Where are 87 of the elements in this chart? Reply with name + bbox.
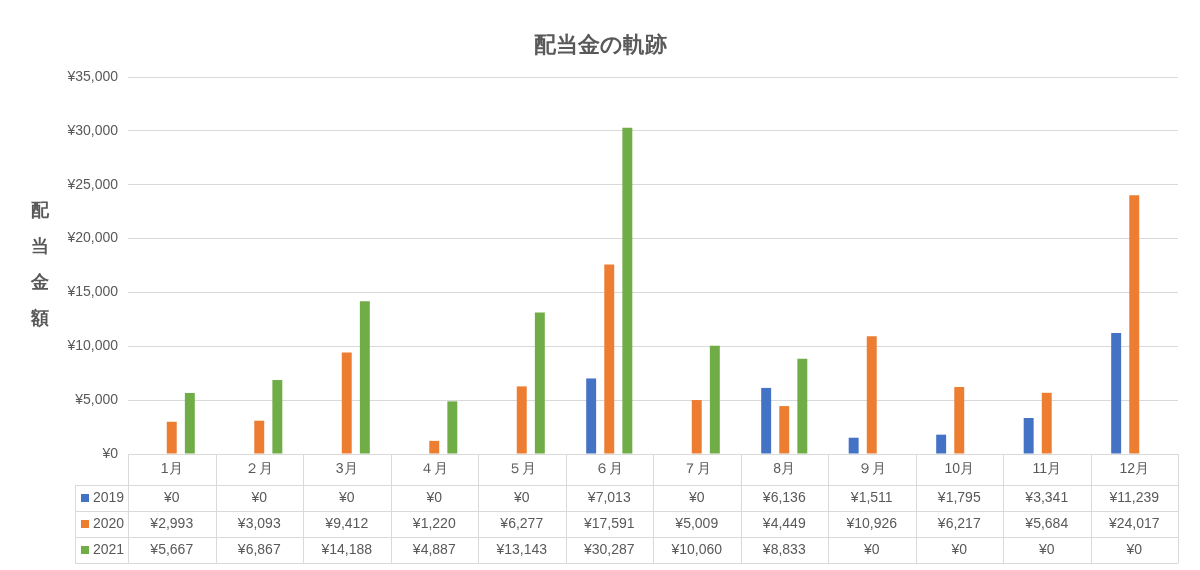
data-label: ¥8,833 (761, 540, 806, 557)
y-tick-label: ¥30,000 (66, 121, 119, 138)
data-label: ¥1,795 (936, 488, 981, 505)
data-label: ¥1,511 (849, 488, 893, 505)
data-label: ¥3,341 (1024, 488, 1069, 505)
x-tick-label: ２月 (245, 460, 274, 477)
data-label: ¥5,667 (149, 540, 194, 557)
bar (936, 434, 947, 454)
legend-label: 2019 (93, 488, 125, 505)
legend-label: 2021 (93, 540, 125, 557)
bar (586, 378, 597, 454)
x-tick-label: 10月 (944, 460, 975, 477)
data-label: ¥11,239 (1108, 488, 1160, 505)
data-label: ¥24,017 (1107, 514, 1160, 531)
data-label: ¥6,867 (236, 540, 281, 557)
bar (254, 420, 265, 454)
y-tick-label: ¥20,000 (66, 229, 119, 246)
bar (691, 400, 702, 454)
data-label: ¥5,684 (1024, 514, 1069, 531)
bar (1111, 332, 1122, 454)
data-label: ¥0 (250, 488, 268, 505)
data-label: ¥17,591 (582, 514, 635, 531)
data-label: ¥0 (1037, 540, 1055, 557)
x-tick-label: ９月 (857, 460, 886, 477)
x-tick-label: ４月 (420, 460, 449, 477)
data-label: ¥0 (162, 488, 180, 505)
data-label: ¥0 (950, 540, 968, 557)
data-label: ¥13,143 (495, 540, 548, 557)
y-tick-label: ¥5,000 (74, 391, 119, 407)
bar (447, 401, 458, 454)
y-tick-label: ¥10,000 (66, 337, 119, 354)
y-axis-title: 配当金額 (30, 200, 50, 329)
bar (779, 406, 790, 454)
bar (166, 421, 177, 454)
x-tick-label: ６月 (595, 460, 624, 477)
y-tick-label: ¥35,000 (66, 67, 119, 84)
data-label: ¥3,093 (236, 514, 281, 531)
data-label: ¥14,188 (320, 540, 373, 557)
data-label: ¥0 (337, 488, 355, 505)
data-label: ¥30,287 (582, 540, 635, 557)
bar (184, 392, 195, 454)
data-label: ¥0 (687, 488, 705, 505)
data-label: ¥2,993 (149, 514, 194, 531)
bar (516, 386, 527, 454)
data-label: ¥5,009 (674, 514, 719, 531)
x-tick-label: ５月 (507, 460, 536, 477)
bar (1129, 195, 1140, 454)
data-label: ¥1,220 (411, 514, 456, 531)
x-tick-label: ７月 (682, 460, 711, 477)
chart-title: 配当金の軌跡 (533, 32, 667, 58)
bar (534, 312, 545, 454)
x-tick-label: 11月 (1032, 460, 1062, 477)
data-label: ¥0 (425, 488, 443, 505)
data-label: ¥7,013 (586, 488, 631, 505)
bar (604, 264, 615, 454)
data-label: ¥0 (1125, 540, 1143, 557)
bar (866, 336, 877, 454)
bar (1023, 418, 1034, 454)
bar (848, 437, 859, 454)
y-tick-label: ¥0 (101, 444, 119, 461)
data-label: ¥6,217 (936, 514, 981, 531)
x-tick-label: 3月 (335, 460, 358, 477)
data-label: ¥0 (862, 540, 880, 557)
bar (341, 352, 352, 454)
bar (1041, 392, 1052, 454)
legend-label: 2020 (93, 514, 125, 531)
data-label: ¥4,449 (761, 514, 806, 531)
bar (359, 301, 370, 454)
x-tick-label: 1月 (160, 460, 183, 477)
bar (954, 387, 965, 454)
bar (622, 127, 633, 454)
x-tick-label: 8月 (773, 460, 796, 477)
bar (761, 387, 772, 454)
data-label: ¥10,060 (670, 540, 723, 557)
bar (797, 358, 808, 454)
data-label: ¥9,412 (324, 514, 369, 531)
data-label: ¥0 (512, 488, 530, 505)
y-tick-label: ¥15,000 (66, 283, 119, 300)
bar (429, 440, 440, 454)
data-label: ¥4,887 (411, 540, 456, 557)
data-label: ¥6,277 (499, 514, 544, 531)
bar (709, 345, 720, 454)
data-label: ¥10,926 (845, 514, 898, 531)
x-tick-label: 12月 (1119, 460, 1150, 477)
data-label: ¥6,136 (761, 488, 806, 505)
bar (272, 380, 283, 454)
y-tick-label: ¥25,000 (66, 175, 119, 192)
